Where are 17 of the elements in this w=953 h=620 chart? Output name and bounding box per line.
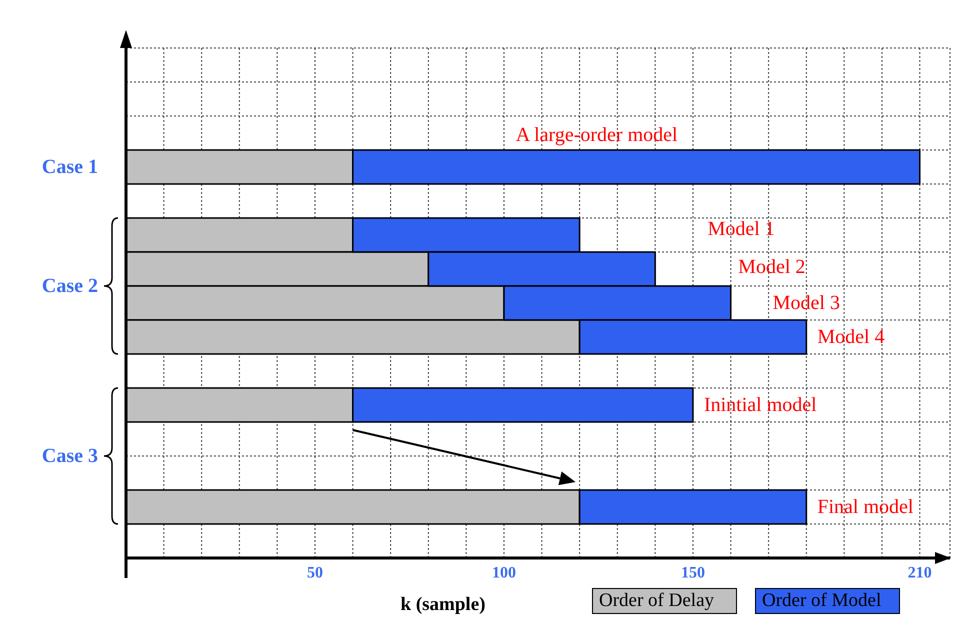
annotation: Inintial model <box>704 394 818 416</box>
x-axis-title: k (sample) <box>400 594 486 615</box>
annotation: Model 2 <box>738 256 806 278</box>
annotation: A large-order model <box>516 124 678 146</box>
annotation: Final model <box>817 496 914 518</box>
x-tick-label: 100 <box>492 564 516 582</box>
text: Order of Model <box>755 588 900 614</box>
annotation: Model 3 <box>772 292 840 314</box>
text: Case 3 <box>42 445 98 467</box>
text: Case 1 <box>42 156 98 178</box>
annotation: Model 1 <box>708 218 775 240</box>
x-tick-label: 210 <box>908 564 932 582</box>
text: Case 2 <box>42 275 98 297</box>
annotation: Model 4 <box>817 326 885 348</box>
x-tick-label: 150 <box>680 564 705 582</box>
text: Order of Delay <box>592 588 737 614</box>
x-tick-label: 50 <box>306 564 323 582</box>
